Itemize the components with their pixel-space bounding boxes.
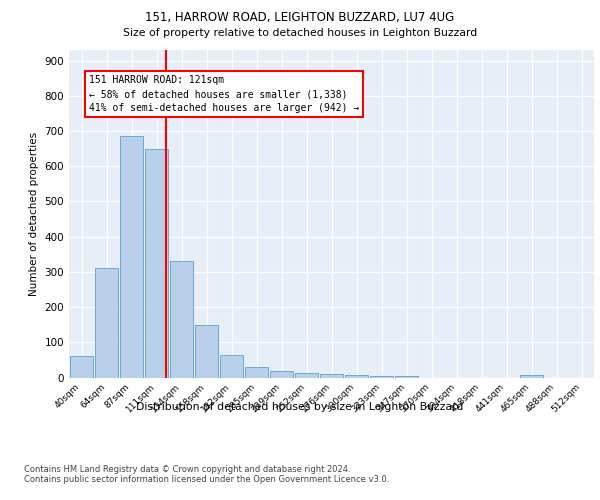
Bar	[269, 371, 293, 378]
Bar	[194, 324, 218, 378]
Bar	[344, 374, 368, 378]
Bar	[520, 375, 544, 378]
Bar	[295, 374, 319, 378]
Text: 151, HARROW ROAD, LEIGHTON BUZZARD, LU7 4UG: 151, HARROW ROAD, LEIGHTON BUZZARD, LU7 …	[145, 11, 455, 24]
Bar	[320, 374, 343, 378]
Bar	[170, 262, 193, 378]
Text: Distribution of detached houses by size in Leighton Buzzard: Distribution of detached houses by size …	[136, 402, 464, 412]
Bar	[70, 356, 94, 378]
Bar	[145, 148, 169, 378]
Text: 151 HARROW ROAD: 121sqm
← 58% of detached houses are smaller (1,338)
41% of semi: 151 HARROW ROAD: 121sqm ← 58% of detache…	[89, 76, 359, 114]
Bar	[370, 376, 394, 378]
Y-axis label: Number of detached properties: Number of detached properties	[29, 132, 39, 296]
Bar	[95, 268, 118, 378]
Bar	[119, 136, 143, 378]
Text: Contains HM Land Registry data © Crown copyright and database right 2024.
Contai: Contains HM Land Registry data © Crown c…	[24, 465, 389, 484]
Bar	[245, 367, 268, 378]
Text: Size of property relative to detached houses in Leighton Buzzard: Size of property relative to detached ho…	[123, 28, 477, 38]
Bar	[220, 354, 244, 378]
Bar	[395, 376, 418, 378]
